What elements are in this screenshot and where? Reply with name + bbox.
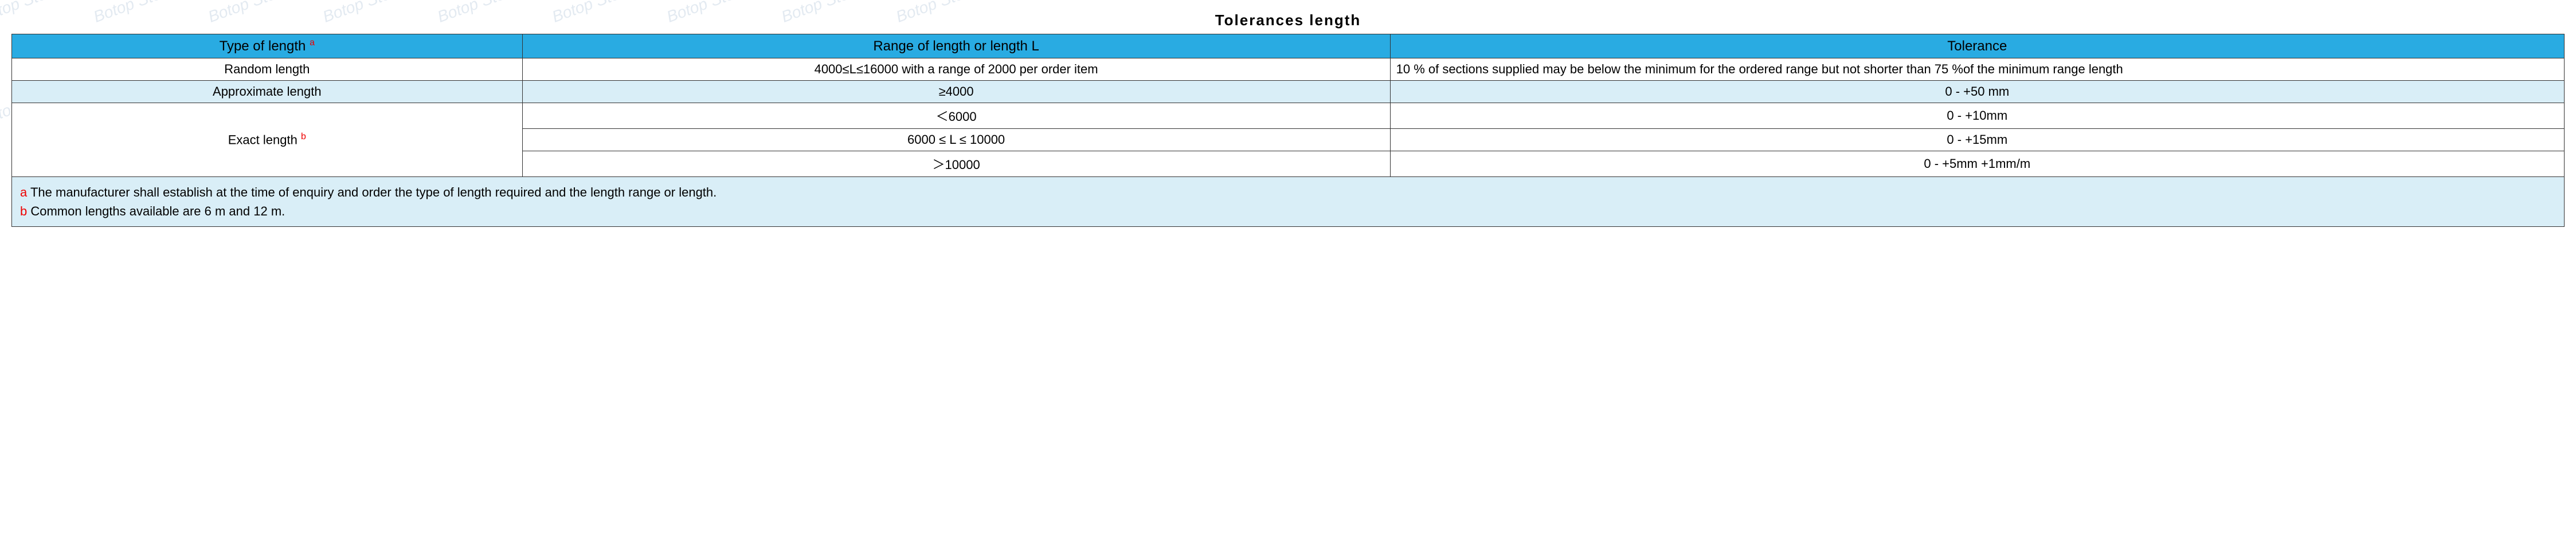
cell-approx-range: ≥4000 xyxy=(522,81,1390,103)
header-row: Type of length a Range of length or leng… xyxy=(12,34,2565,58)
footnote-b-mark: b xyxy=(20,204,27,218)
row-footnotes: a The manufacturer shall establish at th… xyxy=(12,177,2565,227)
cell-exact-tol-2: 0 - +15mm xyxy=(1390,129,2564,151)
cell-footnotes: a The manufacturer shall establish at th… xyxy=(12,177,2565,227)
tolerances-table: Type of length a Range of length or leng… xyxy=(11,34,2565,227)
footnote-b-text: Common lengths available are 6 m and 12 … xyxy=(27,204,285,218)
row-approx: Approximate length ≥4000 0 - +50 mm xyxy=(12,81,2565,103)
cell-random-tol: 10 % of sections supplied may be below t… xyxy=(1390,58,2564,81)
cell-exact-tol-1: 0 - +10mm xyxy=(1390,103,2564,129)
footnote-a-mark: a xyxy=(20,185,27,199)
cell-approx-type: Approximate length xyxy=(12,81,523,103)
cell-exact-range-1: ＜6000 xyxy=(522,103,1390,129)
header-tolerance: Tolerance xyxy=(1390,34,2564,58)
header-type: Type of length a xyxy=(12,34,523,58)
header-type-text: Type of length xyxy=(220,38,306,54)
header-range: Range of length or length L xyxy=(522,34,1390,58)
cell-exact-range-2: 6000 ≤ L ≤ 10000 xyxy=(522,129,1390,151)
cell-random-type: Random length xyxy=(12,58,523,81)
cell-exact-range-3: ＞10000 xyxy=(522,151,1390,177)
cell-exact-type-sup: b xyxy=(301,132,306,142)
header-type-sup: a xyxy=(310,38,315,48)
row-random: Random length 4000≤L≤16000 with a range … xyxy=(12,58,2565,81)
cell-random-range: 4000≤L≤16000 with a range of 2000 per or… xyxy=(522,58,1390,81)
cell-approx-tol: 0 - +50 mm xyxy=(1390,81,2564,103)
table-title: Tolerances length xyxy=(11,11,2565,29)
row-exact-1: Exact length b ＜6000 0 - +10mm xyxy=(12,103,2565,129)
cell-exact-tol-3: 0 - +5mm +1mm/m xyxy=(1390,151,2564,177)
footnote-a-text: The manufacturer shall establish at the … xyxy=(27,185,717,199)
cell-exact-type-text: Exact length xyxy=(228,133,297,147)
cell-exact-type: Exact length b xyxy=(12,103,523,177)
